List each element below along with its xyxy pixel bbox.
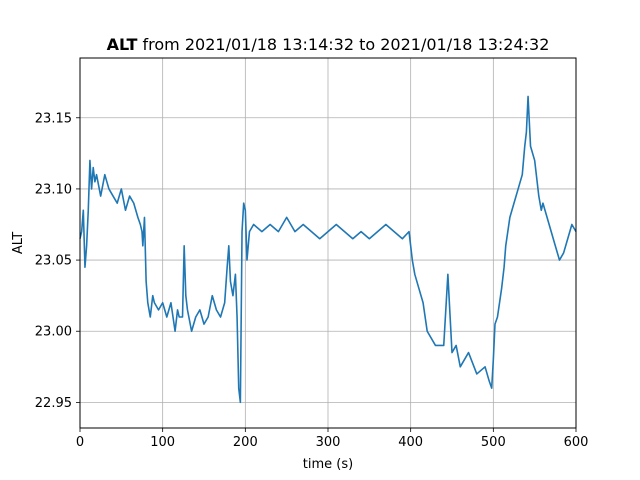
y-axis: 22.95 23.00 23.05 23.10 23.15 — [35, 111, 80, 411]
x-tick-label: 100 — [150, 435, 175, 450]
x-tick-label: 500 — [481, 435, 506, 450]
y-axis-label: ALT — [11, 232, 26, 254]
x-tick-label: 600 — [564, 435, 589, 450]
y-tick-label: 23.00 — [35, 325, 72, 340]
y-tick-label: 23.05 — [35, 254, 72, 269]
series-group — [79, 95, 577, 404]
x-tick-label: 200 — [233, 435, 258, 450]
x-axis: 0 100 200 300 400 500 600 — [76, 428, 589, 450]
x-tick-label: 0 — [76, 435, 84, 450]
chart-title-bold: ALT — [107, 35, 138, 54]
y-tick-label: 23.15 — [35, 111, 72, 126]
y-tick-label: 22.95 — [35, 396, 72, 411]
chart-title: ALT from 2021/01/18 13:14:32 to 2021/01/… — [107, 35, 550, 54]
x-tick-label: 400 — [398, 435, 423, 450]
y-tick-label: 23.10 — [35, 182, 72, 197]
chart-title-rest: from 2021/01/18 13:14:32 to 2021/01/18 1… — [137, 35, 549, 54]
x-axis-label: time (s) — [303, 457, 353, 472]
x-tick-label: 300 — [316, 435, 341, 450]
series-line — [79, 95, 577, 404]
